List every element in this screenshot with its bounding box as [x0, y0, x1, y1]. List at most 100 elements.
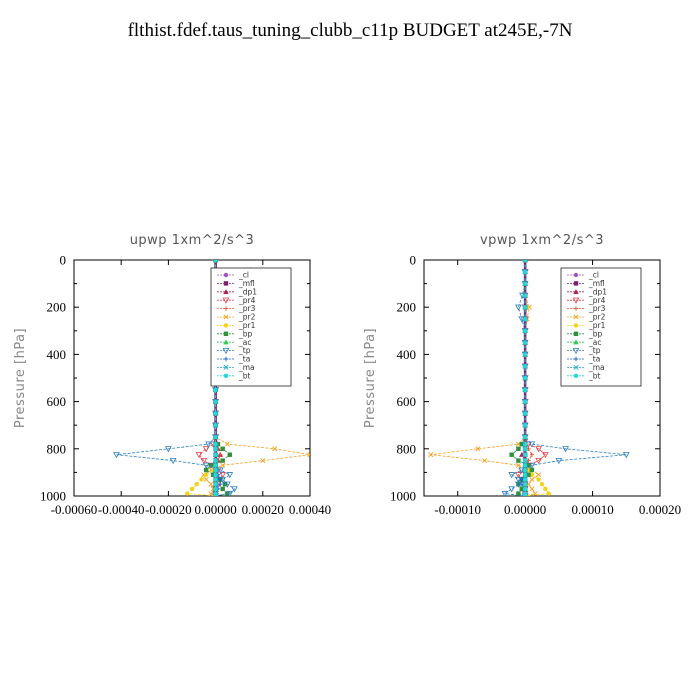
data-point-pr1	[203, 472, 209, 477]
data-point-bt	[213, 446, 218, 451]
x-tick-label: -0.00020	[145, 502, 192, 517]
legend-marker	[222, 297, 230, 304]
legend-label: _mfl	[238, 279, 255, 288]
legend-marker	[222, 348, 230, 355]
data-point-pr1	[529, 472, 535, 477]
legend-marker	[223, 356, 229, 362]
data-point-bt	[213, 423, 218, 428]
legend-label: _mfl	[588, 279, 605, 288]
y-tick-label: 0	[410, 253, 417, 268]
data-point-tp	[501, 491, 509, 496]
data-point-pr2	[203, 476, 209, 482]
data-point-bt	[213, 458, 218, 463]
data-point-pr2	[208, 481, 214, 487]
data-point-tp	[231, 486, 238, 493]
x-tick-label: 0.00040	[289, 502, 331, 517]
data-point-pr1	[199, 477, 204, 482]
y-tick-label: 0	[60, 253, 67, 268]
data-point-pr1	[543, 486, 548, 492]
legend-marker	[223, 272, 229, 278]
legend: _cl_mfl_dp1_pr4_pr3_pr2_pr1_bp_ac_tp_ta_…	[560, 267, 642, 387]
legend-label: _pr1	[588, 321, 606, 330]
y-tick-label: 800	[397, 441, 417, 456]
data-point-pr2	[475, 446, 481, 452]
data-point-bt	[522, 305, 528, 310]
y-tick-label: 1000	[40, 489, 66, 504]
data-point-bt	[522, 340, 528, 345]
data-point-pr2	[260, 458, 266, 464]
data-point-pr2	[272, 446, 278, 452]
legend-label: _pr3	[238, 304, 256, 313]
data-point-bt	[522, 260, 528, 263]
y-tick-label: 600	[47, 394, 67, 409]
data-point-bt	[522, 463, 528, 468]
data-point-bt	[522, 281, 528, 286]
data-point-bp	[516, 446, 521, 451]
legend-marker	[573, 331, 579, 336]
x-tick-label: -0.00060	[51, 502, 98, 517]
data-point-bt	[522, 446, 528, 451]
legend-label: _ac	[588, 338, 601, 347]
data-point-pr1	[539, 482, 545, 487]
data-point-tp	[562, 446, 569, 453]
data-point-bp	[529, 467, 535, 473]
legend-marker	[223, 339, 229, 345]
data-point-bt	[213, 441, 218, 447]
legend-marker	[573, 306, 579, 311]
data-point-bt	[213, 486, 218, 492]
panel-title: upwp 1xm^2/s^3	[130, 233, 255, 248]
data-point-bt	[522, 399, 528, 404]
legend-label: _bt	[588, 371, 601, 380]
data-point-pr2	[515, 462, 521, 468]
y-axis-label: Pressure [hPa]	[13, 328, 28, 428]
y-tick-label: 800	[47, 441, 67, 456]
data-point-bt	[213, 411, 218, 416]
data-point-tp	[205, 441, 212, 448]
x-tick-label: 0.00020	[242, 502, 284, 517]
data-point-tp	[528, 462, 536, 469]
legend-label: _cl	[238, 271, 249, 280]
series-group	[428, 260, 630, 496]
y-axis-label: Pressure [hPa]	[363, 328, 378, 428]
x-tick-label: -0.00040	[98, 502, 145, 517]
data-point-tp	[622, 452, 630, 459]
data-point-tp	[508, 486, 516, 493]
data-point-bp	[215, 441, 221, 447]
legend-marker	[223, 314, 229, 320]
legend-label: _ta	[238, 355, 250, 364]
data-point-pr4	[535, 446, 543, 453]
data-point-tp	[202, 462, 210, 469]
data-point-bt	[522, 387, 528, 392]
legend-marker	[573, 373, 579, 378]
data-point-bt	[522, 452, 528, 457]
data-point-bp	[222, 482, 228, 487]
legend-label: _tp	[588, 346, 601, 355]
data-point-bt	[213, 463, 218, 468]
data-point-bp	[526, 472, 531, 477]
legend-label: _pr2	[238, 313, 256, 322]
data-point-bt	[522, 269, 528, 274]
y-tick-label: 1000	[390, 489, 416, 504]
data-point-pr4	[195, 452, 203, 459]
data-point-tp	[113, 452, 120, 459]
legend-label: _ma	[238, 363, 255, 372]
legend-marker	[223, 373, 229, 378]
data-point-bt	[522, 477, 528, 482]
data-point-pr4	[535, 458, 543, 465]
legend-marker	[572, 348, 580, 355]
legend-marker	[572, 297, 580, 304]
legend-label: _cl	[588, 271, 599, 280]
x-tick-label: 0.00010	[571, 502, 613, 517]
y-tick-label: 400	[47, 347, 67, 362]
series-line-tp	[503, 260, 627, 496]
data-point-pr1	[194, 482, 199, 487]
legend-label: _pr4	[588, 296, 606, 305]
data-point-bt	[522, 472, 528, 477]
data-point-bt	[522, 375, 528, 381]
data-point-bt	[522, 411, 528, 416]
data-point-bt	[522, 441, 528, 447]
legend-label: _pr4	[238, 296, 256, 305]
data-point-pr1	[526, 467, 531, 473]
data-point-tp	[528, 441, 536, 448]
